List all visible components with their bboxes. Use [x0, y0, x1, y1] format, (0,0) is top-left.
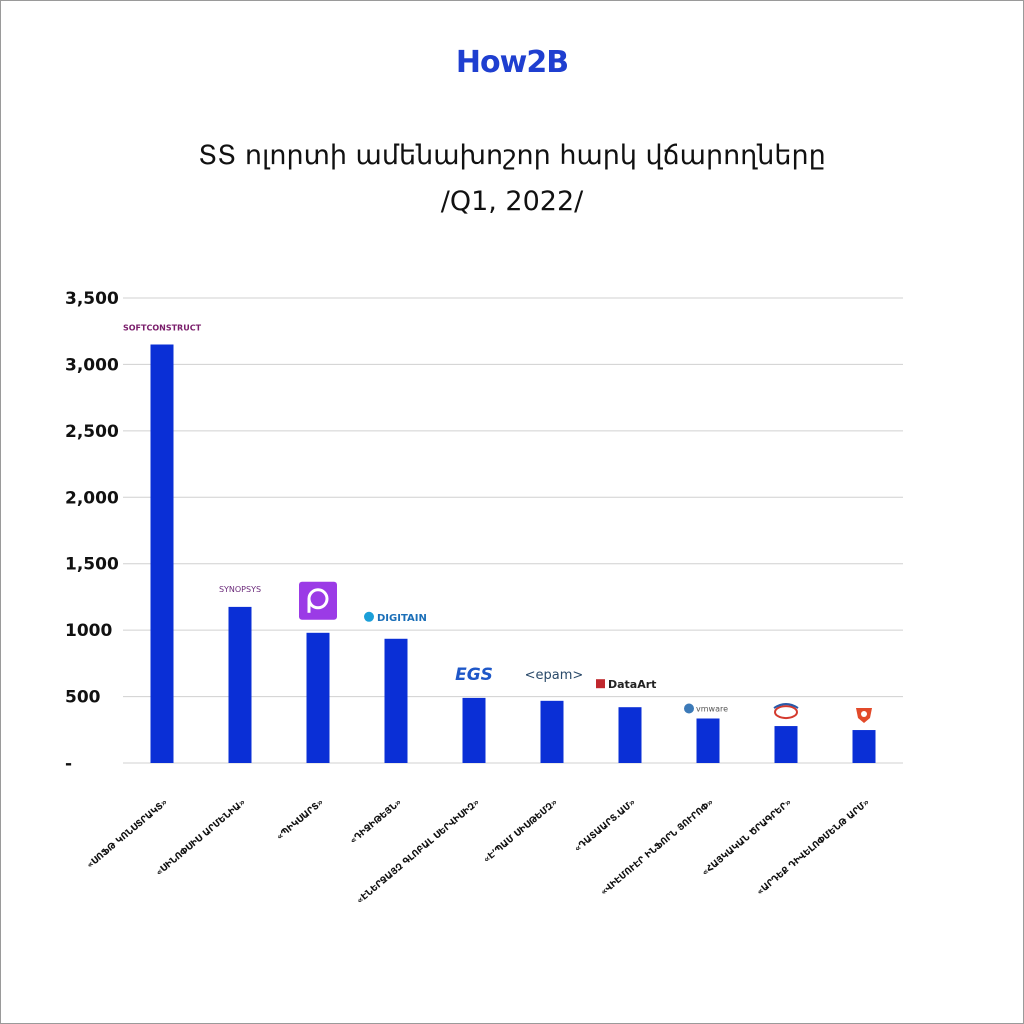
- x-tick-label: «Է՚ՊԱՄ ՍԻՍԹԵՄԶ»: [482, 798, 560, 866]
- bar: [618, 707, 642, 763]
- y-tick-label: 2,500: [65, 422, 119, 442]
- y-tick-label: 3,500: [65, 289, 119, 309]
- chart-title: ՏՏ ոլորտի ամենախոշոր հարկ վճարողները /Q1…: [1, 133, 1023, 225]
- bar: [852, 730, 876, 763]
- dataart-square: [596, 679, 605, 689]
- bar: [462, 697, 486, 763]
- bar: [306, 632, 330, 763]
- logo-text: EGS: [455, 665, 493, 685]
- bar: [384, 638, 408, 763]
- x-tick-label: «ՍԻՆՈՓՍԻՍ ԱՐՄԵՆԻԱ»: [154, 798, 248, 879]
- bar: [228, 606, 252, 763]
- logo-text: SYNOPSYS: [219, 585, 261, 594]
- digitain-mark: [364, 611, 374, 622]
- egs-logo: EGS: [455, 665, 493, 685]
- brand-logo: How2B: [455, 45, 569, 80]
- ardeq-logo: [856, 708, 872, 724]
- chart-title-line1: ՏՏ ոլորտի ամենախոշոր հարկ վճարողները: [198, 140, 826, 171]
- y-tick-label: 1000: [65, 621, 112, 641]
- bar: [696, 718, 720, 763]
- x-tick-label: «ՊԻԿՍԱՐՏ»: [275, 798, 326, 843]
- picsart-tile: [299, 581, 337, 620]
- dataart-logo: DataArt: [596, 678, 656, 691]
- bar: [150, 344, 174, 763]
- bar: [540, 700, 564, 763]
- ardeq-dot: [861, 711, 867, 718]
- epam-logo: <epam>: [525, 668, 584, 683]
- vmware-logo: vmware: [684, 703, 728, 714]
- digitain-logo: DIGITAIN: [364, 611, 427, 624]
- chart-title-line2: /Q1, 2022/: [440, 186, 584, 217]
- x-tick-label: «ԴԻՋԻԹԵՅՆ»: [349, 798, 405, 847]
- vmware-cloud: [684, 703, 694, 714]
- x-tick-label: «ՀԱՅԿԱԿԱՆ ԾՐԱԳՐԵՐ»: [701, 798, 795, 879]
- armsoft-ring: [774, 705, 798, 720]
- y-tick-label: -: [65, 754, 72, 774]
- logo-text: DIGITAIN: [377, 613, 427, 624]
- synopsys-logo: SYNOPSYS: [219, 585, 261, 594]
- x-tick-label: «ԴԱՏԱԱՐՏ.ԱՄ»: [573, 798, 638, 855]
- armsoft-arc: [773, 703, 799, 709]
- x-tick-label: «ԷՆԵՐՋԱՅԶ ԳԼՈԲԱԼ ՍԵՐՎԻՍԻԶ»: [355, 798, 482, 907]
- bar: [774, 726, 798, 763]
- logo-text: <epam>: [525, 668, 584, 683]
- y-tick-label: 3,000: [65, 355, 119, 375]
- y-tick-label: 1,500: [65, 555, 119, 575]
- logo-text: DataArt: [608, 678, 656, 691]
- y-tick-label: 500: [65, 688, 101, 708]
- armsoft-logo: [773, 703, 799, 720]
- y-tick-label: 2,000: [65, 488, 119, 508]
- x-tick-label: «ՍՈՖԹ ԿՈՆՍՏՐԱԿՏ»: [85, 798, 170, 871]
- logo-text: vmware: [696, 704, 728, 713]
- picsart-logo: [299, 581, 337, 620]
- logo-text: SOFTCONSTRUCT: [123, 324, 202, 333]
- softconstruct-logo: SOFTCONSTRUCT: [123, 324, 202, 333]
